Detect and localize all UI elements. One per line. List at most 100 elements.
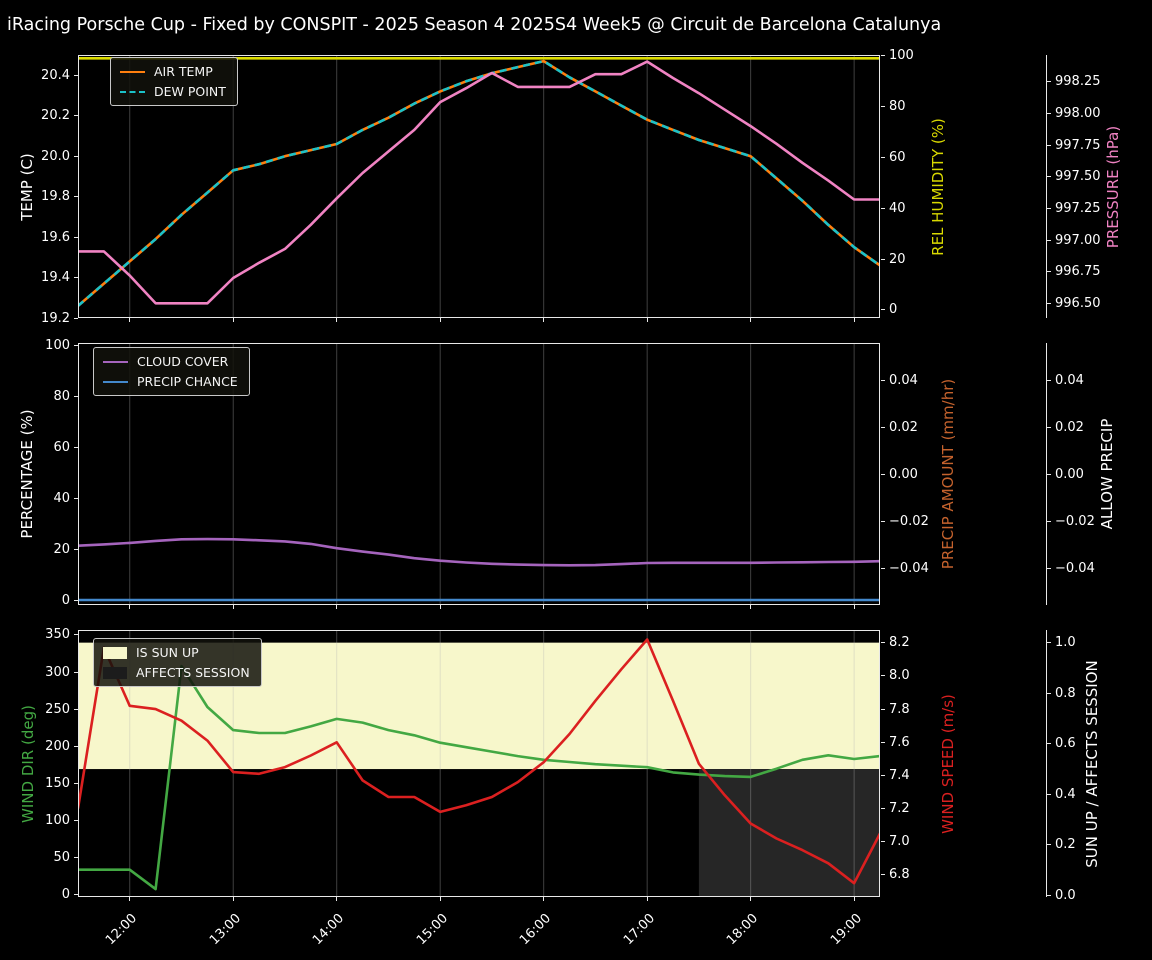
tick-mark: [1047, 271, 1051, 273]
tick-label: 19.8: [41, 189, 70, 205]
tick-label: 20.0: [41, 148, 70, 164]
tick-label: 0.4: [1055, 786, 1076, 802]
tick-label: 0.2: [1055, 837, 1076, 853]
x-tick-mark: [853, 605, 855, 609]
tick-mark: [1047, 207, 1051, 209]
tick-mark: [74, 671, 78, 673]
legend-swatch: [120, 70, 145, 73]
tick-label: 80: [889, 99, 906, 115]
tick-mark: [1047, 568, 1051, 570]
legend-label: AIR TEMP: [154, 64, 213, 79]
tick-label: 998.25: [1055, 74, 1101, 90]
series-pressure: [78, 60, 880, 305]
tick-mark: [74, 820, 78, 822]
tick-label: 19.2: [41, 310, 70, 326]
tick-label: 0.00: [889, 466, 918, 482]
tick-mark: [74, 155, 78, 157]
tick-mark: [74, 548, 78, 550]
x-tick-mark: [439, 318, 441, 322]
legend-label: AFFECTS SESSION: [136, 665, 250, 680]
tick-mark: [74, 783, 78, 785]
tick-mark: [74, 497, 78, 499]
axis-spine-precipitation-r1: [1046, 343, 1047, 605]
x-tick-mark: [439, 605, 441, 609]
x-tick-mark: [543, 318, 545, 322]
tick-label: 20.4: [41, 67, 70, 83]
axis-label-wind-sun-r1: SUN UP / AFFECTS SESSION: [1083, 659, 1101, 868]
tick-label: 20: [53, 541, 70, 557]
x-tick-mark: [750, 318, 752, 322]
tick-mark: [1047, 379, 1051, 381]
tick-label: −0.02: [889, 514, 929, 530]
tick-mark: [1047, 144, 1051, 146]
x-tick-label: 19:00: [827, 911, 865, 949]
tick-mark: [881, 808, 885, 810]
tick-mark: [881, 379, 885, 381]
tick-mark: [1047, 642, 1051, 644]
tick-mark: [881, 874, 885, 876]
tick-mark: [1047, 426, 1051, 428]
tick-label: 60: [53, 439, 70, 455]
tick-mark: [881, 55, 885, 57]
legend-wind-sun: IS SUN UP AFFECTS SESSION: [93, 638, 262, 687]
tick-mark: [881, 675, 885, 677]
axis-label-wind-sun-r0: WIND SPEED (m/s): [939, 693, 957, 834]
tick-mark: [881, 568, 885, 570]
tick-mark: [1047, 793, 1051, 795]
x-tick-mark: [646, 605, 648, 609]
tick-mark: [74, 894, 78, 896]
x-tick-mark: [232, 318, 234, 322]
tick-label: 250: [45, 701, 70, 717]
legend-swatch: [120, 90, 145, 93]
tick-mark: [881, 106, 885, 108]
tick-label: 0: [889, 302, 898, 318]
tick-label: 8.2: [889, 635, 910, 651]
legend-label: DEW POINT: [154, 84, 226, 99]
legend-item: CLOUD COVER: [103, 354, 238, 369]
tick-label: 997.50: [1055, 169, 1101, 185]
tick-label: 0: [61, 887, 70, 903]
series-dew-point: [78, 59, 880, 307]
figure-title: iRacing Porsche Cup - Fixed by CONSPIT -…: [7, 15, 942, 35]
tick-mark: [74, 196, 78, 198]
tick-label: 0.0: [1055, 887, 1076, 903]
tick-label: 0.04: [889, 372, 918, 388]
tick-label: 150: [45, 776, 70, 792]
tick-mark: [881, 708, 885, 710]
legend-precipitation: CLOUD COVER PRECIP CHANCE: [93, 347, 250, 396]
tick-mark: [1047, 81, 1051, 83]
tick-mark: [74, 236, 78, 238]
legend-item: PRECIP CHANCE: [103, 374, 238, 389]
tick-label: 996.50: [1055, 295, 1101, 311]
tick-label: 40: [53, 490, 70, 506]
x-tick-mark: [129, 897, 131, 901]
legend-item: DEW POINT: [120, 84, 226, 99]
tick-mark: [881, 642, 885, 644]
tick-mark: [881, 741, 885, 743]
tick-mark: [1047, 844, 1051, 846]
tick-label: 1.0: [1055, 635, 1076, 651]
tick-label: 300: [45, 664, 70, 680]
tick-label: 0.02: [889, 419, 918, 435]
tick-label: 0.8: [1055, 685, 1076, 701]
tick-label: 100: [45, 813, 70, 829]
tick-label: 19.6: [41, 229, 70, 245]
x-tick-mark: [232, 897, 234, 901]
tick-mark: [1047, 176, 1051, 178]
series-cloud-cover: [78, 537, 880, 567]
x-tick-mark: [853, 897, 855, 901]
axis-label-wind-sun-left: WIND DIR (deg): [19, 704, 37, 823]
tick-label: 7.4: [889, 767, 910, 783]
tick-mark: [1047, 521, 1051, 523]
axis-spine-wind-sun-r1: [1046, 630, 1047, 897]
tick-label: −0.02: [1055, 514, 1095, 530]
x-tick-mark: [129, 605, 131, 609]
axis-spine-temperature-r1: [1046, 55, 1047, 318]
tick-mark: [74, 74, 78, 76]
x-tick-mark: [336, 605, 338, 609]
legend-item: IS SUN UP: [103, 645, 250, 660]
tick-label: 997.00: [1055, 232, 1101, 248]
x-tick-mark: [646, 897, 648, 901]
